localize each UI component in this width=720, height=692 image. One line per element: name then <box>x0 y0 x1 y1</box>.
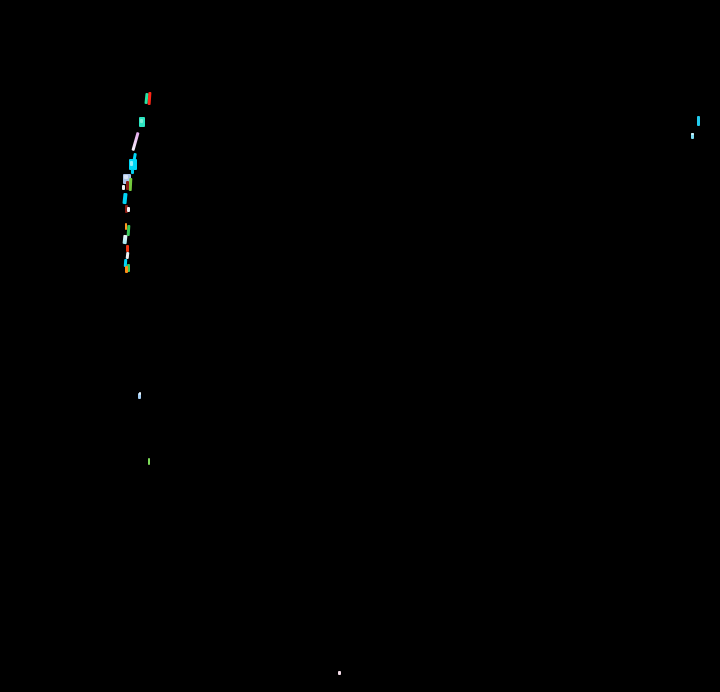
bottom-pink-dot <box>338 671 341 675</box>
mid-lightgreen-speck <box>147 458 150 465</box>
trail-segment-cyan-blob-hilite <box>130 161 133 166</box>
mid-paleblue-speck <box>137 393 141 399</box>
trail-segment-teal-blob-hilite <box>140 119 143 123</box>
trail-segment-green-1 <box>126 224 131 237</box>
trail-segment-red-top <box>147 91 152 106</box>
trail-segment-orange-2 <box>124 266 128 273</box>
trail-segment-cyan-dash-1 <box>121 192 127 205</box>
trail-segment-orange-1 <box>124 223 127 230</box>
trail-segment-cyan-dot <box>131 169 134 174</box>
trail-segment-white-fleck-1 <box>122 185 125 190</box>
trail-segment-periwinkle-hilite <box>124 175 128 179</box>
trail-segment-pink-streak <box>131 131 140 152</box>
right-cyan-dash-upper <box>697 116 700 126</box>
trail-segment-red-2 <box>126 245 129 252</box>
right-cyan-dash-lower-hilite <box>691 133 694 135</box>
trail-segment-darkred-2 <box>124 205 128 213</box>
right-cyan-dash-lower <box>691 133 694 139</box>
trail-segment-yellowgreen <box>128 177 132 192</box>
trail-segment-periwinkle-blob <box>122 174 131 184</box>
trail-segment-white-fleck-2 <box>127 207 130 212</box>
trail-segment-palecyan <box>122 234 127 245</box>
trail-segment-darkred-1 <box>125 181 129 190</box>
trail-segment-green-2 <box>127 264 130 272</box>
mid-paleblue-speck-hilite <box>139 392 141 395</box>
